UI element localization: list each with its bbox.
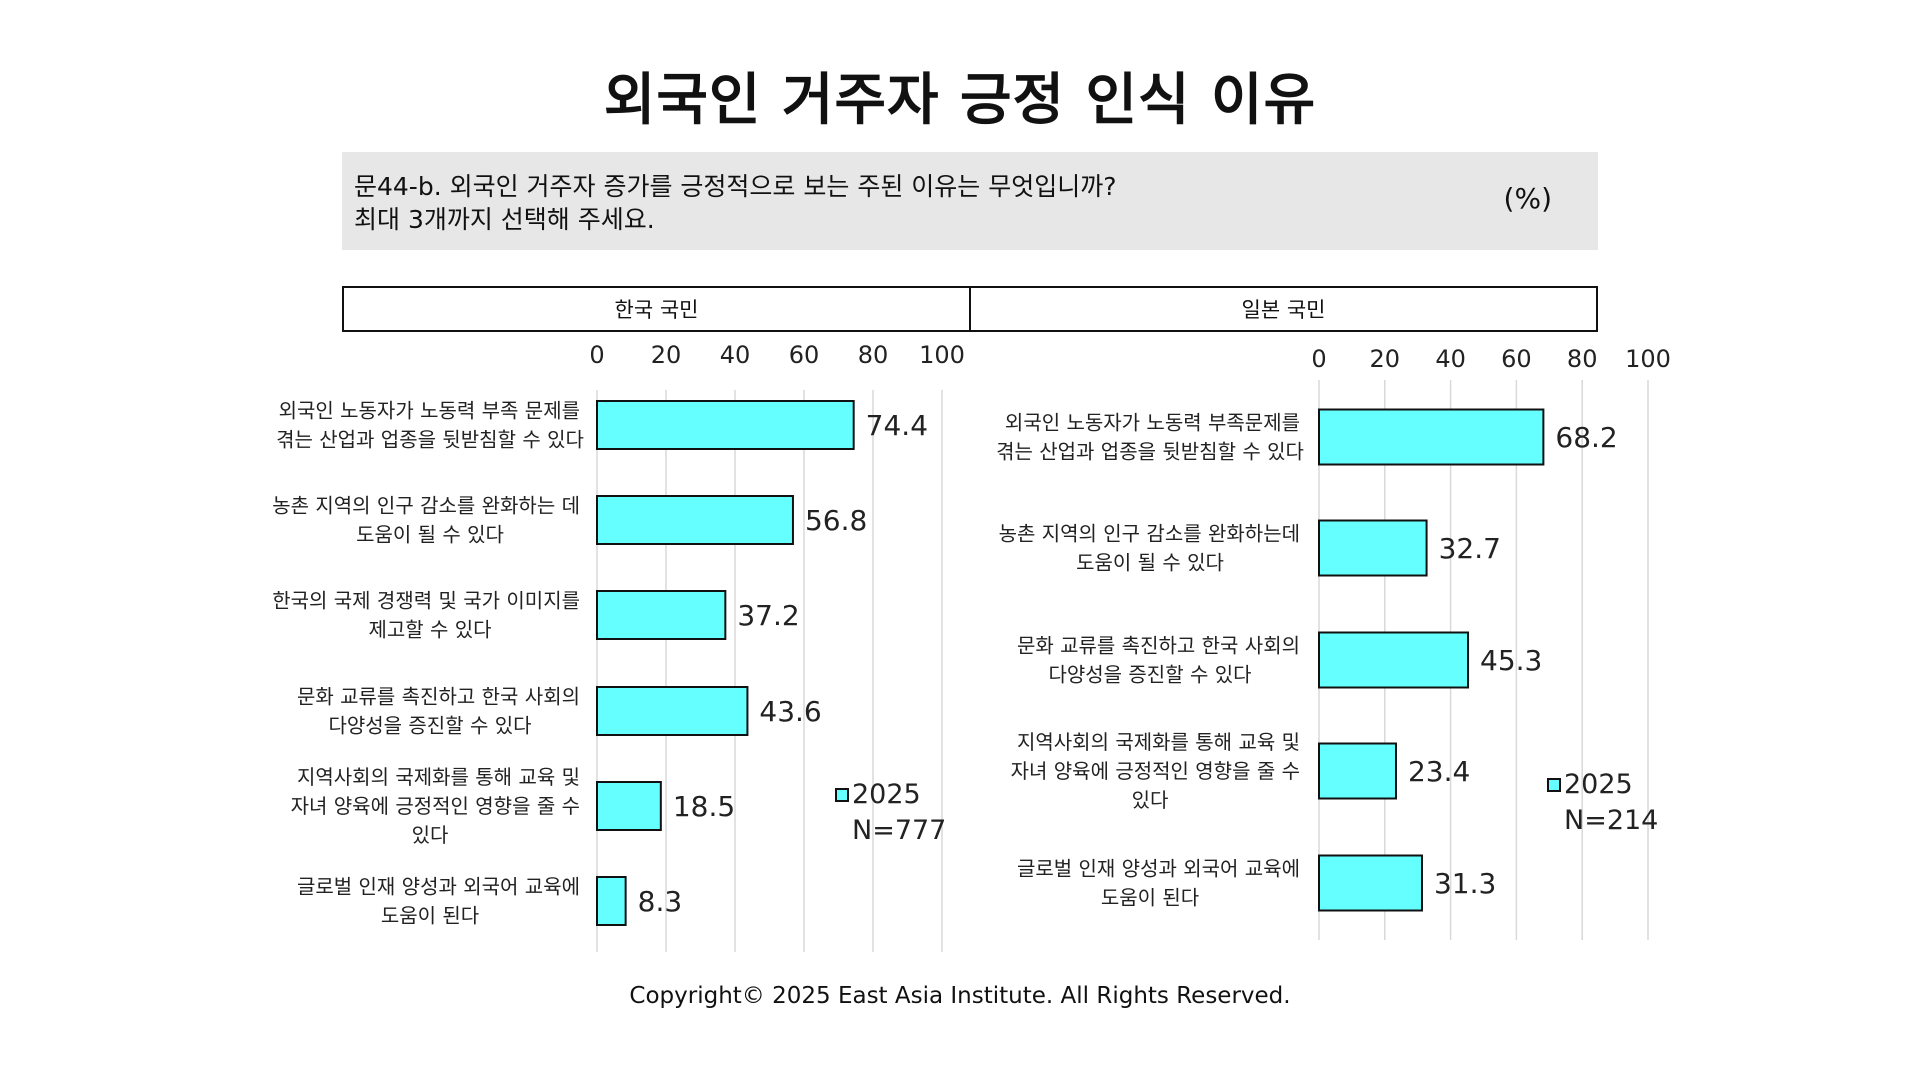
category-label: 외국인 노동자가 노동력 부족 문제를 — [279, 399, 580, 423]
category-label: 지역사회의 국제화를 통해 교육 및 — [297, 765, 580, 789]
bar — [1318, 408, 1545, 466]
category-label: 문화 교류를 촉진하고 한국 사회의 — [1017, 634, 1300, 658]
category-label: 글로벌 인재 양성과 외국어 교육에 — [1017, 857, 1300, 881]
legend-swatch — [835, 788, 849, 802]
data-label: 31.3 — [1434, 867, 1496, 900]
bar — [596, 686, 749, 736]
legend-sample-size: N=777 — [852, 815, 946, 846]
category-label: 지역사회의 국제화를 통해 교육 및 — [1017, 730, 1300, 754]
legend-label: 2025 — [1564, 769, 1633, 800]
category-label: 도움이 된다 — [1101, 886, 1199, 910]
bar — [1318, 519, 1428, 577]
x-tick-label: 0 — [1311, 345, 1326, 373]
category-label: 다양성을 증진할 수 있다 — [1048, 663, 1251, 687]
data-label: 56.8 — [805, 504, 867, 537]
category-label: 겪는 산업과 업종을 뒷받침할 수 있다 — [996, 440, 1304, 464]
category-label: 도움이 될 수 있다 — [1076, 551, 1224, 575]
page-title: 외국인 거주자 긍정 인식 이유 — [603, 68, 1317, 133]
category-label: 겪는 산업과 업종을 뒷받침할 수 있다 — [276, 428, 584, 452]
category-label: 한국의 국제 경쟁력 및 국가 이미지를 — [272, 589, 580, 613]
bar — [596, 781, 662, 831]
x-tick-label: 40 — [720, 341, 751, 369]
category-label: 외국인 노동자가 노동력 부족문제를 — [1005, 411, 1300, 435]
legend-sample-size: N=214 — [1564, 805, 1658, 836]
data-label: 37.2 — [737, 599, 799, 632]
x-tick-label: 100 — [1625, 345, 1671, 373]
unit-label: (%) — [1503, 182, 1552, 215]
data-label: 45.3 — [1480, 644, 1542, 677]
data-label: 74.4 — [866, 409, 928, 442]
x-tick-label: 20 — [651, 341, 682, 369]
bar — [1318, 631, 1470, 689]
question-line-1: 문44-b. 외국인 거주자 증가를 긍정적으로 보는 주된 이유는 무엇입니까… — [354, 172, 1117, 201]
x-tick-label: 80 — [1567, 345, 1598, 373]
bar — [596, 876, 627, 926]
bar — [596, 590, 727, 640]
legend-label: 2025 — [852, 779, 921, 810]
data-label: 43.6 — [759, 695, 821, 728]
panel-label-korea: 한국 국민 — [344, 288, 971, 330]
bar — [1318, 742, 1397, 800]
data-label: 18.5 — [673, 790, 735, 823]
data-label: 23.4 — [1408, 755, 1470, 788]
category-label: 있다 — [412, 823, 449, 847]
category-label: 다양성을 증진할 수 있다 — [328, 714, 531, 738]
x-tick-label: 60 — [789, 341, 820, 369]
bar — [596, 400, 855, 450]
data-label: 32.7 — [1439, 532, 1501, 565]
category-label: 도움이 된다 — [381, 904, 479, 928]
data-label: 68.2 — [1555, 421, 1617, 454]
category-label: 자녀 양육에 긍정적인 영향을 줄 수 — [291, 794, 580, 818]
legend-swatch — [1547, 778, 1561, 792]
category-label: 제고할 수 있다 — [368, 618, 491, 642]
x-tick-label: 60 — [1501, 345, 1532, 373]
x-tick-label: 100 — [919, 341, 965, 369]
panel-label-japan: 일본 국민 — [1241, 298, 1326, 322]
bar — [596, 495, 794, 545]
x-tick-label: 40 — [1435, 345, 1466, 373]
panel-header: 한국 국민 일본 국민 — [342, 286, 1598, 332]
category-label: 자녀 양육에 긍정적인 영향을 줄 수 — [1011, 759, 1300, 783]
category-label: 있다 — [1132, 788, 1169, 812]
category-label: 글로벌 인재 양성과 외국어 교육에 — [297, 875, 580, 899]
category-label: 농촌 지역의 인구 감소를 완화하는 데 — [272, 494, 580, 518]
x-tick-label: 20 — [1370, 345, 1401, 373]
copyright-notice: Copyright© 2025 East Asia Institute. All… — [629, 983, 1291, 1009]
category-label: 도움이 될 수 있다 — [356, 523, 504, 547]
data-label: 8.3 — [638, 885, 683, 918]
category-label: 문화 교류를 촉진하고 한국 사회의 — [297, 685, 580, 709]
question-line-2: 최대 3개까지 선택해 주세요. — [354, 205, 655, 234]
category-label: 농촌 지역의 인구 감소를 완화하는데 — [999, 522, 1300, 546]
x-tick-label: 80 — [858, 341, 889, 369]
question-box: 문44-b. 외국인 거주자 증가를 긍정적으로 보는 주된 이유는 무엇입니까… — [342, 152, 1598, 250]
x-tick-label: 0 — [589, 341, 604, 369]
bar — [1318, 854, 1423, 912]
